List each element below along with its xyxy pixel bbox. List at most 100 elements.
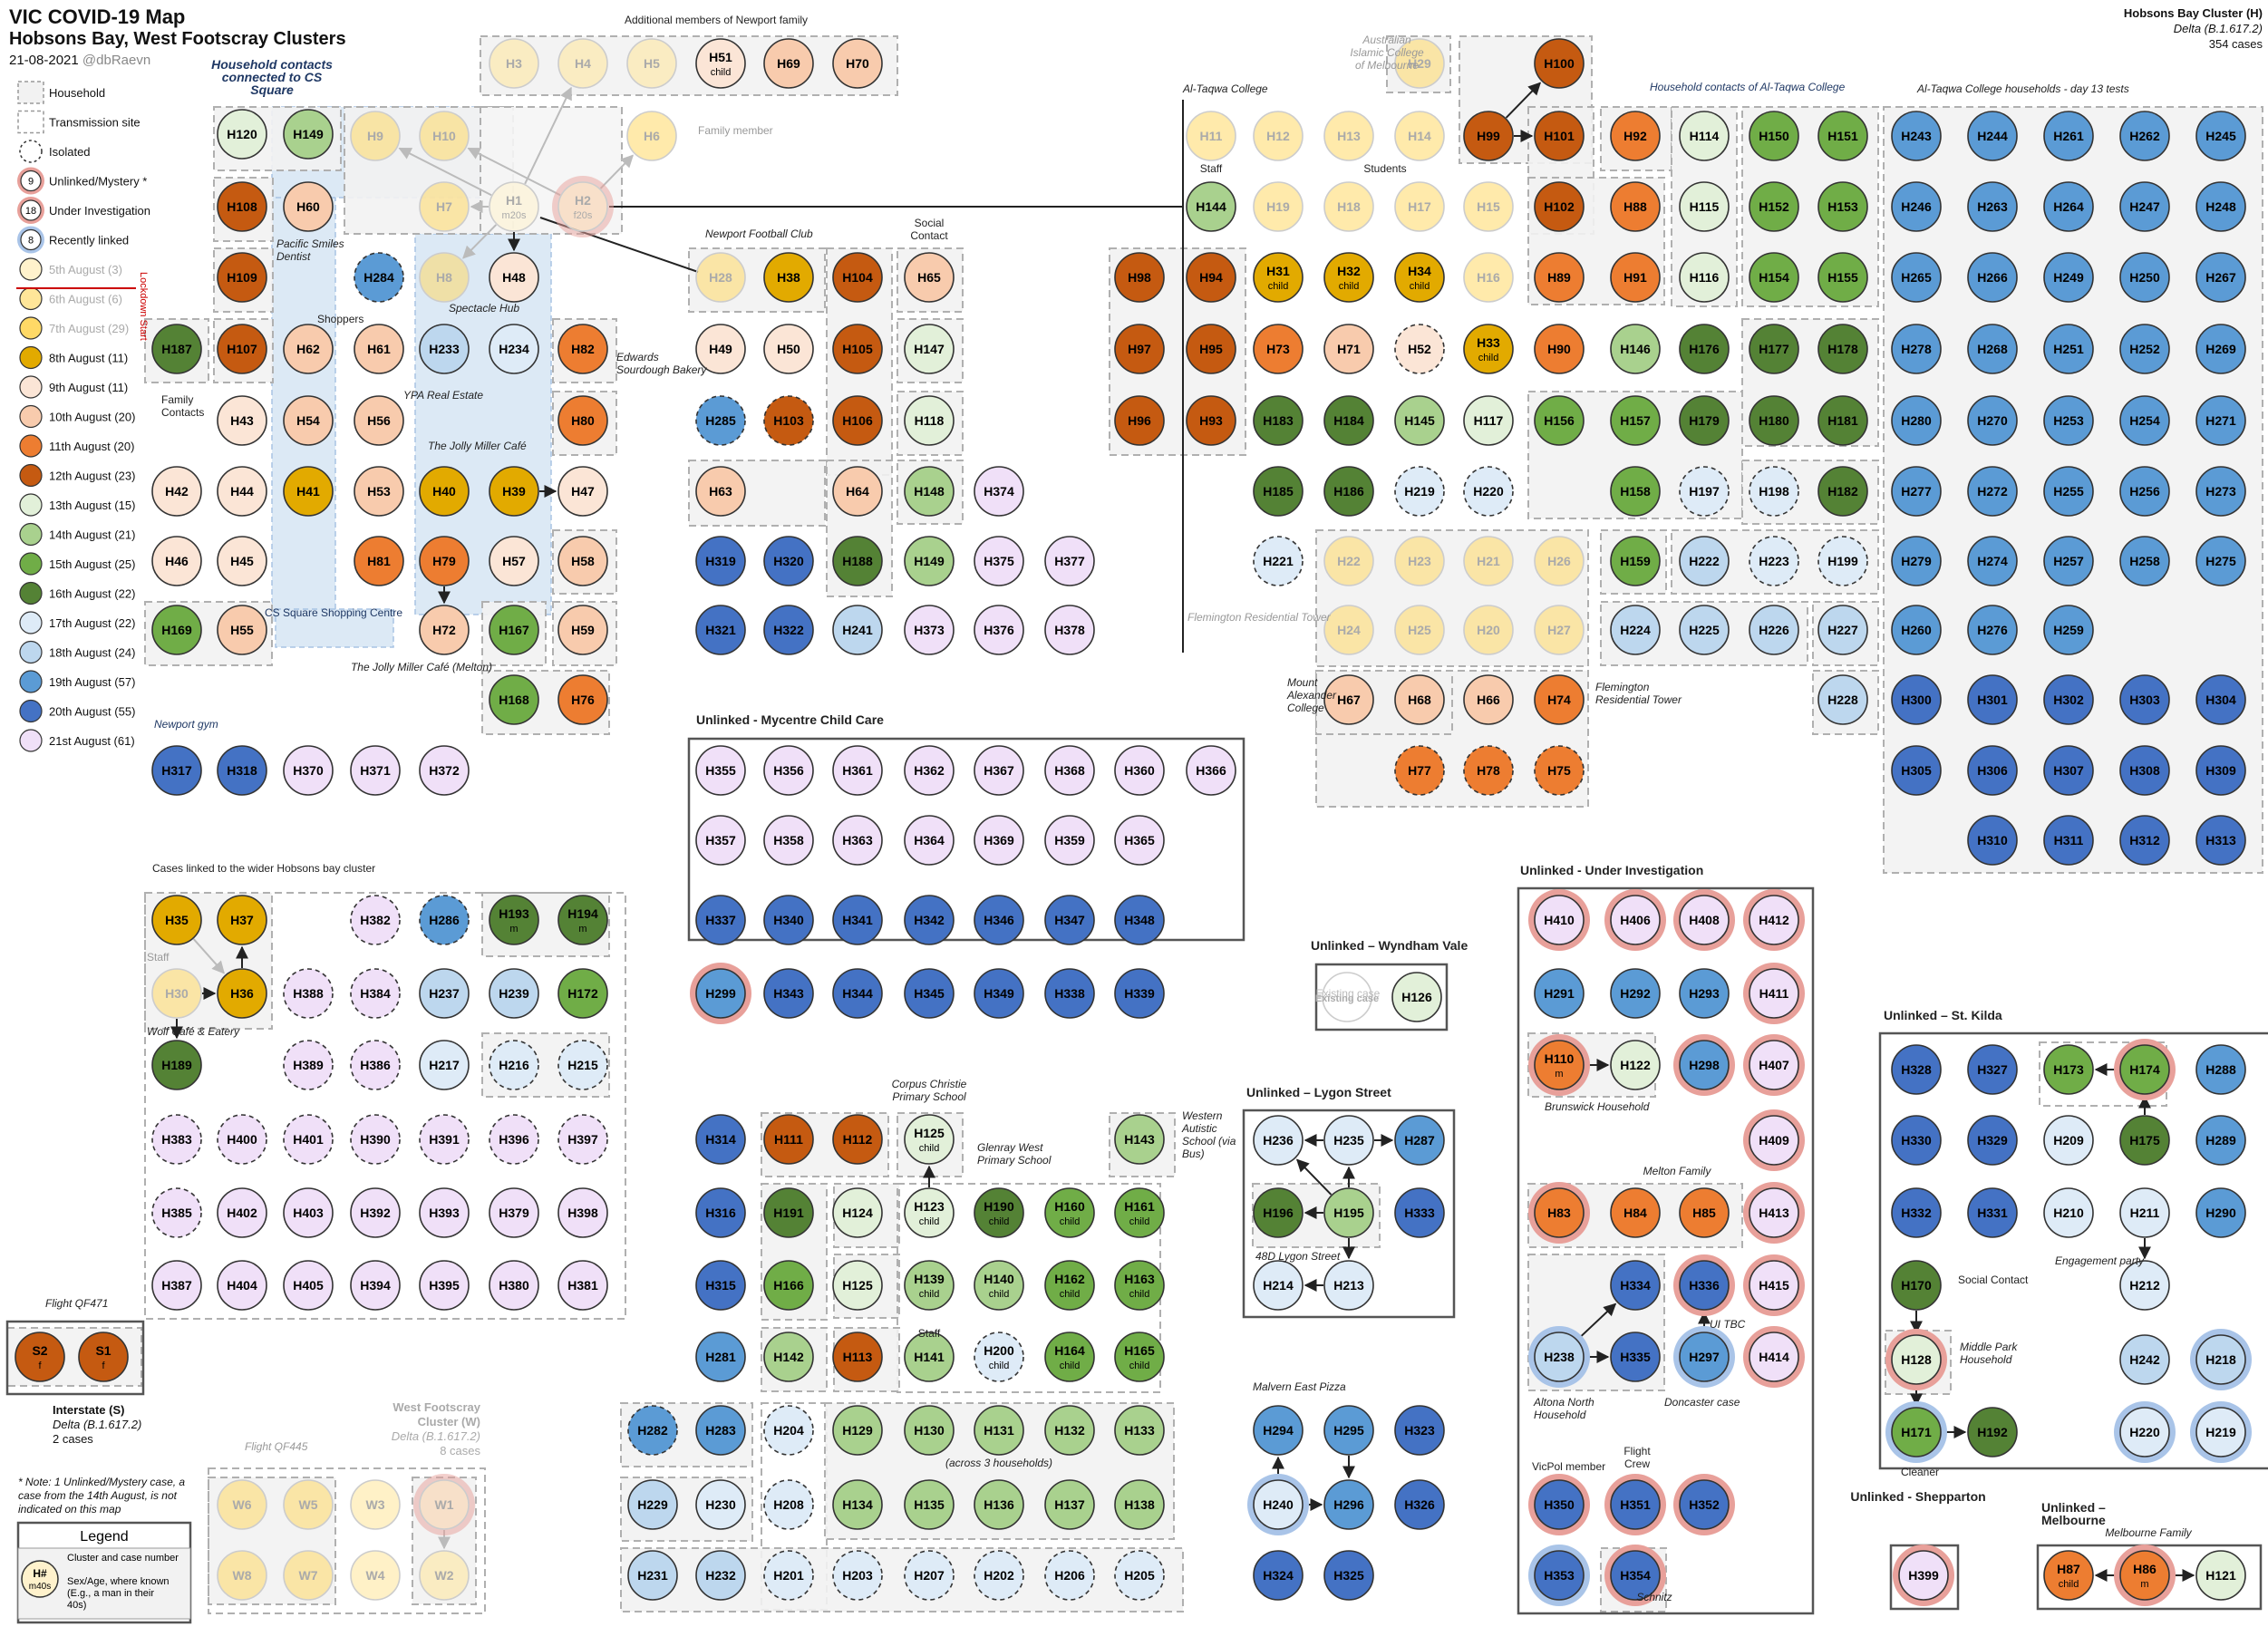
case-circle — [557, 605, 608, 655]
case-node: H286 — [419, 895, 470, 945]
case-node: H242 — [2119, 1334, 2170, 1385]
case-id: H374 — [984, 484, 1014, 499]
case-sub: child — [919, 1143, 940, 1154]
case-node: H54 — [283, 395, 334, 446]
case-id: H244 — [1977, 129, 2008, 143]
annotation-label: Schnitz — [1636, 1591, 1672, 1603]
case-node: H272 — [1967, 466, 2018, 517]
case-id: W5 — [299, 1497, 318, 1512]
case-id: H352 — [1689, 1497, 1720, 1512]
case-circle — [1610, 1187, 1661, 1238]
annotation-label: Unlinked - Shepparton — [1850, 1489, 1985, 1504]
case-circle — [489, 252, 539, 303]
case-circle — [1967, 1407, 2018, 1458]
case-node: H149 — [283, 109, 334, 160]
case-circle — [832, 815, 883, 866]
case-id: H333 — [1404, 1206, 1435, 1220]
case-node: H220 — [1463, 466, 1514, 517]
case-circle — [1749, 1260, 1799, 1311]
case-node: H169 — [151, 605, 202, 655]
case-id: H329 — [1977, 1133, 2008, 1148]
case-circle — [904, 1187, 955, 1238]
case-node: H24 — [1323, 605, 1374, 655]
case-node: H81 — [354, 536, 404, 586]
case-circle — [1323, 1550, 1374, 1601]
case-circle — [2043, 1115, 2094, 1166]
case-id: H129 — [842, 1423, 873, 1438]
case-circle — [2195, 1115, 2246, 1166]
case-id: H204 — [773, 1423, 804, 1438]
case-node: H345 — [904, 968, 955, 1019]
case-node: H406 — [1604, 889, 1666, 951]
case-node: H123 child — [904, 1187, 955, 1238]
annotation-label: Unlinked – Melbourne — [2041, 1500, 2106, 1527]
legend-label: 10th August (20) — [49, 411, 135, 424]
case-node: H252 — [2119, 324, 2170, 374]
legend-item: Isolated — [19, 140, 91, 163]
case-circle — [1610, 252, 1661, 303]
annotation-label: Al-Taqwa College — [1182, 82, 1268, 95]
case-circle — [763, 1332, 814, 1382]
legend-label: Transmission site — [49, 116, 141, 130]
case-node: H235 — [1323, 1115, 1374, 1166]
case-circle — [832, 1479, 883, 1530]
case-id: H56 — [367, 413, 391, 428]
case-circle — [2119, 1334, 2170, 1385]
case-node: H302 — [2043, 674, 2094, 725]
case-node: H233 — [419, 324, 470, 374]
case-node: H34 child — [1394, 252, 1445, 303]
case-circle — [1679, 1040, 1730, 1090]
case-node: H102 — [1534, 181, 1585, 232]
case-node: H182 — [1817, 466, 1868, 517]
case-circle — [1610, 466, 1661, 517]
annotation-label: Unlinked – Lygon Street — [1246, 1085, 1391, 1099]
case-node: H415 — [1743, 1254, 1805, 1316]
legend-label: Under Investigation — [49, 204, 150, 218]
case-id: H94 — [1199, 270, 1223, 285]
case-circle — [763, 1405, 814, 1456]
case-circle — [695, 395, 746, 446]
legend-label: 17th August (22) — [49, 616, 135, 630]
case-circle — [557, 466, 608, 517]
case-node: H108 — [217, 181, 267, 232]
case-node: H131 — [974, 1405, 1024, 1456]
case-node: H188 — [832, 536, 883, 586]
case-id: H131 — [984, 1423, 1014, 1438]
case-circle — [1891, 181, 1942, 232]
case-id: H152 — [1759, 199, 1789, 214]
case-circle — [2195, 1187, 2246, 1238]
case-circle — [1253, 1115, 1304, 1166]
case-node: H296 — [1323, 1479, 1374, 1530]
case-id: H197 — [1689, 484, 1720, 499]
legend-label: Isolated — [49, 145, 91, 159]
case-circle — [904, 1114, 955, 1165]
legend-item: 19th August (57) — [19, 670, 135, 693]
case-id: H205 — [1124, 1568, 1155, 1583]
case-circle — [1534, 745, 1585, 796]
case-circle — [1891, 605, 1942, 655]
case-id: H261 — [2053, 129, 2084, 143]
case-node: H326 — [1394, 1479, 1445, 1530]
case-node: H368 — [1044, 745, 1095, 796]
case-circle — [1394, 324, 1445, 374]
case-circle — [354, 536, 404, 586]
case-id: H11 — [1200, 129, 1223, 143]
case-id: H397 — [567, 1132, 598, 1147]
case-circle — [1253, 1260, 1304, 1311]
case-node: H356 — [763, 745, 814, 796]
svg-text:8: 8 — [28, 236, 34, 247]
case-circle — [1679, 1332, 1730, 1382]
case-id: H79 — [432, 554, 456, 568]
case-node: H309 — [2195, 745, 2246, 796]
case-node: H378 — [1044, 605, 1095, 655]
case-circle — [283, 968, 334, 1019]
case-circle — [763, 968, 814, 1019]
case-id: H195 — [1333, 1206, 1364, 1220]
case-circle — [1679, 1260, 1730, 1311]
case-node: H5 — [626, 38, 677, 89]
case-node: H138 — [1114, 1479, 1165, 1530]
case-node: H305 — [1891, 745, 1942, 796]
case-node: H148 — [904, 466, 955, 517]
case-id: H227 — [1827, 623, 1858, 637]
case-node: H79 — [419, 536, 470, 586]
